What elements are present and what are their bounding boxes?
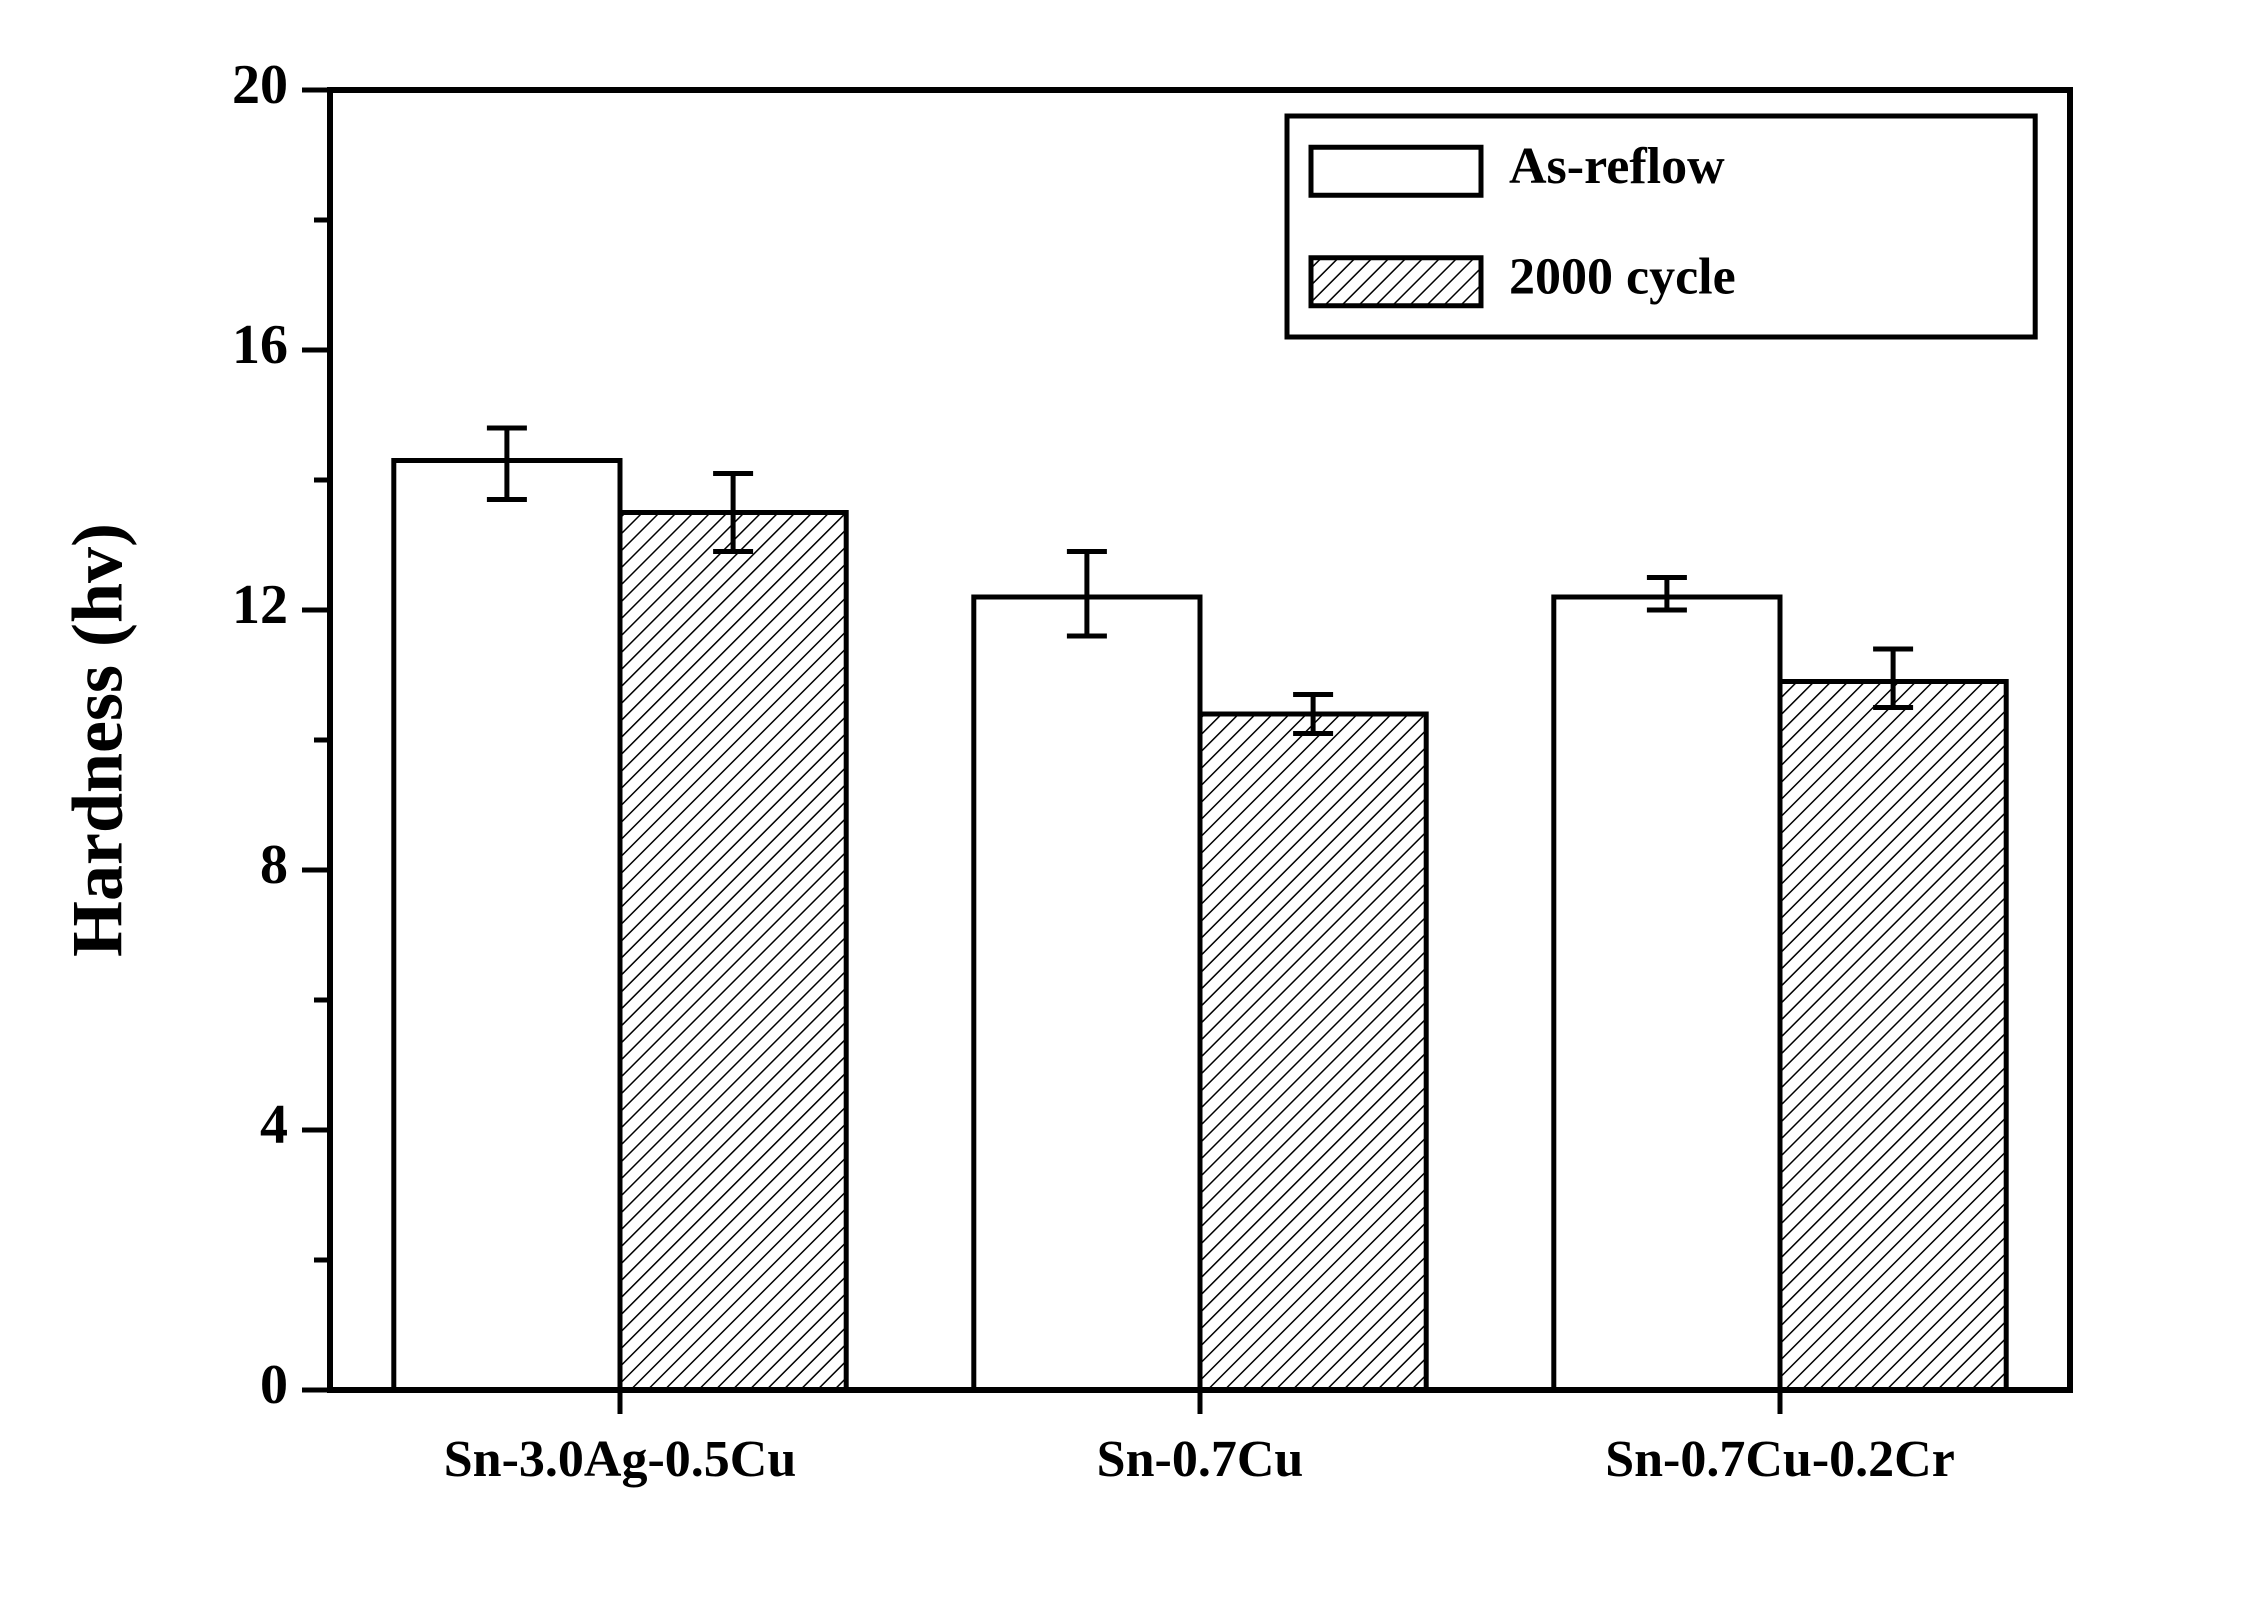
hardness-bar-chart: 0 4 8 12 16 20 Hardness (hv) Sn-3.0Ag-0.5Cu Sn-0… xyxy=(0,0,2244,1612)
y-tick-label: 0 xyxy=(260,1354,288,1416)
y-tick-label: 20 xyxy=(232,54,288,116)
bar xyxy=(620,513,846,1391)
bar xyxy=(394,461,620,1391)
bar xyxy=(1200,714,1426,1390)
x-tick-label: Sn-0.7Cu-0.2Cr xyxy=(1605,1431,1955,1488)
x-tick-label: Sn-0.7Cu xyxy=(1097,1431,1304,1488)
bar xyxy=(1554,597,1780,1390)
y-tick-label: 8 xyxy=(260,834,288,896)
legend-swatch xyxy=(1311,258,1481,306)
y-tick-label: 4 xyxy=(260,1094,288,1156)
legend-label: As-reflow xyxy=(1509,138,1725,195)
y-axis-label: Hardness (hv) xyxy=(58,523,138,957)
x-tick-label: Sn-3.0Ag-0.5Cu xyxy=(444,1431,797,1488)
legend-label: 2000 cycle xyxy=(1509,249,1736,306)
y-tick-label: 12 xyxy=(232,574,288,636)
bar xyxy=(974,597,1200,1390)
bar xyxy=(1780,682,2006,1391)
legend-swatch xyxy=(1311,147,1481,195)
y-tick-label: 16 xyxy=(232,314,288,376)
